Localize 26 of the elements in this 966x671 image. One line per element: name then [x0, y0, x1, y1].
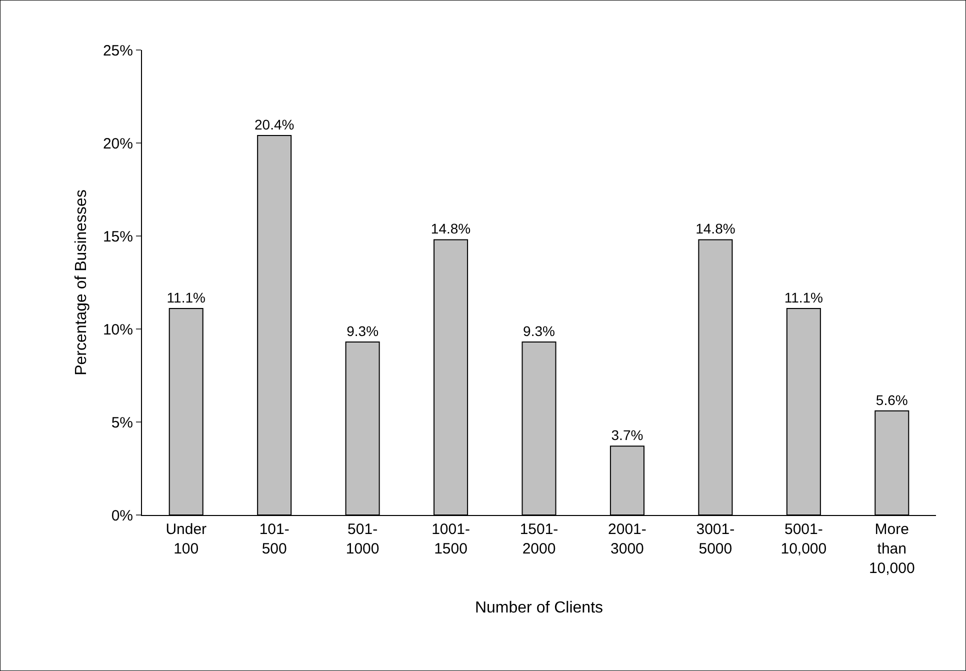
data-label: 11.1%: [784, 290, 823, 306]
y-tick-label: 20%: [102, 135, 133, 152]
data-label: 14.8%: [696, 220, 736, 237]
x-tick-label: More than 10,000: [868, 521, 915, 577]
x-axis-title: Number of Clients: [474, 600, 604, 617]
y-tick-label: 15%: [102, 228, 133, 246]
data-label: 9.3%: [523, 323, 555, 340]
y-tick-label: 25%: [102, 42, 133, 60]
y-tick-label: 10%: [102, 321, 133, 338]
x-tick-label: 3001- 5000: [696, 521, 735, 558]
y-tick-label: 0%: [111, 507, 133, 524]
data-label: 11.1%: [166, 290, 206, 306]
data-label: 14.8%: [430, 220, 471, 237]
x-tick-label: 101- 500: [259, 521, 290, 558]
x-tick-label: 2001- 3000: [608, 521, 646, 558]
x-tick-label: 5001- 10,000: [780, 521, 827, 558]
data-label: 9.3%: [346, 323, 379, 340]
data-label: 3.7%: [611, 427, 644, 444]
x-tick-label: Under 100: [166, 521, 207, 558]
x-tick-label: 1001- 1500: [432, 521, 470, 558]
data-label: 5.6%: [876, 392, 908, 408]
y-tick-label: 5%: [111, 414, 133, 432]
x-tick-label: 501- 1000: [346, 521, 380, 558]
x-tick-label: 1501- 2000: [520, 521, 558, 558]
data-label: 20.4%: [254, 116, 294, 133]
y-axis-title: Percentage of Businesses: [72, 190, 90, 376]
